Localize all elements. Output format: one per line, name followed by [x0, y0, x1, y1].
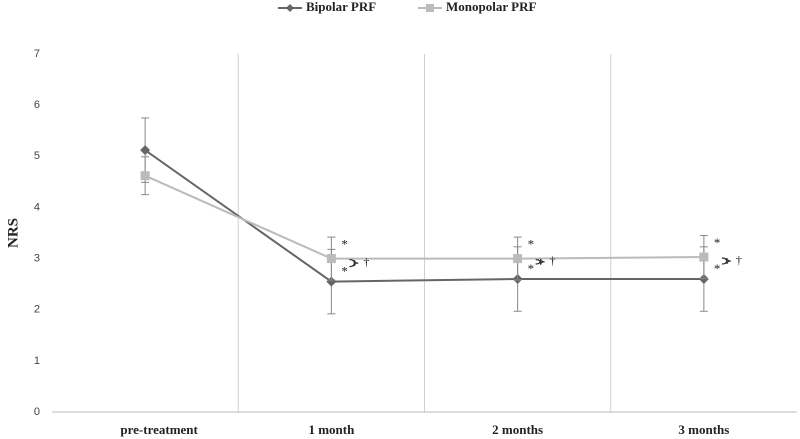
- significance-marker: *: [341, 264, 348, 279]
- brace: [349, 258, 359, 268]
- point: [513, 254, 523, 264]
- point: [140, 145, 151, 156]
- significance-marker: *: [714, 261, 721, 276]
- y-tick-label: 5: [34, 150, 40, 162]
- legend-marker: [426, 4, 434, 12]
- x-tick-label: pre-treatment: [120, 422, 198, 437]
- group-marker: †: [363, 255, 369, 269]
- x-tick-label: 2 months: [492, 422, 543, 437]
- significance-marker: *: [528, 237, 535, 252]
- legend-label: Bipolar PRF: [306, 0, 376, 14]
- point: [698, 274, 709, 285]
- y-tick-label: 0: [34, 406, 40, 418]
- series-line: [144, 149, 704, 283]
- point: [699, 252, 709, 262]
- significance-marker: *: [714, 235, 721, 250]
- y-tick-label: 3: [34, 252, 40, 264]
- x-tick-label: 3 months: [678, 422, 729, 437]
- point: [326, 254, 336, 264]
- group-marker: †: [550, 254, 556, 268]
- x-tick-label: 1 month: [308, 422, 355, 437]
- y-tick-label: 1: [34, 355, 40, 367]
- y-tick-label: 4: [34, 201, 40, 213]
- y-tick-label: 2: [34, 304, 40, 316]
- brace: [535, 258, 545, 265]
- series-line: [144, 174, 704, 260]
- group-marker: †: [736, 253, 742, 267]
- y-tick-label: 6: [34, 99, 40, 111]
- brace: [721, 257, 731, 265]
- y-axis-label: NRS: [5, 218, 21, 248]
- significance-marker: *: [528, 261, 535, 276]
- significance-marker: *: [341, 237, 348, 252]
- y-tick-label: 7: [34, 48, 40, 60]
- legend-label: Monopolar PRF: [446, 0, 536, 14]
- point: [326, 276, 337, 287]
- legend-marker: [286, 4, 294, 12]
- point: [140, 171, 150, 181]
